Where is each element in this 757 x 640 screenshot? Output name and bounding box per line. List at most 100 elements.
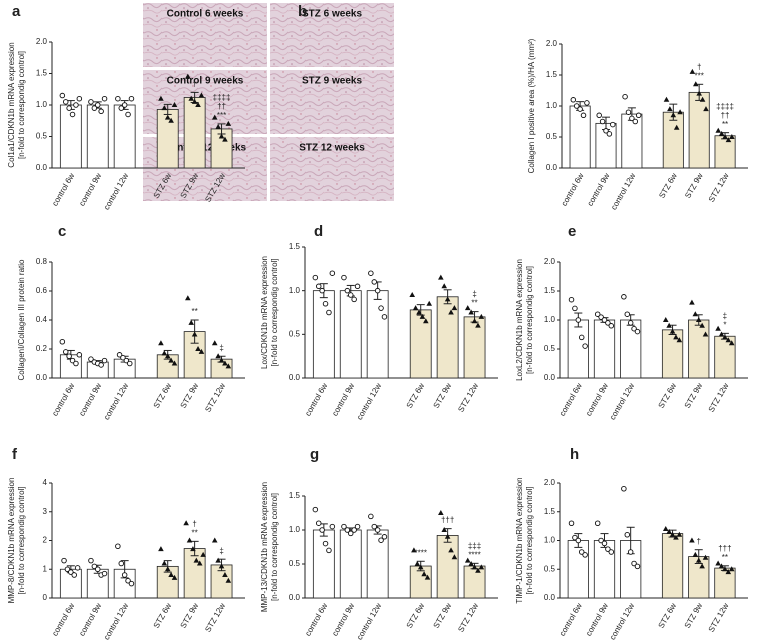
data-point	[121, 102, 128, 108]
x-tick-label: STZ 12w	[707, 171, 731, 203]
chart: g 0.0 0.5 1.0 1.5 MMP-13/CDKN1b mRNA expressi…	[260, 446, 498, 640]
data-point	[578, 334, 585, 341]
x-tick-label: control 12w	[609, 171, 637, 211]
x-tick-label: control 6w	[558, 601, 584, 637]
data-point	[722, 334, 728, 340]
data-point	[118, 560, 125, 567]
data-point	[448, 547, 454, 553]
y-axis-label: [n-fold to correspondig control]	[525, 486, 534, 594]
x-tick-label: STZ 12w	[456, 601, 480, 633]
panel-letter: g	[310, 446, 319, 463]
data-point	[673, 334, 679, 340]
data-point	[319, 527, 325, 533]
data-point	[702, 554, 709, 560]
y-tick-label: 0.0	[546, 163, 558, 172]
data-point	[598, 537, 604, 544]
y-tick-label: 0.5	[289, 559, 301, 568]
bar	[312, 529, 335, 599]
data-point	[378, 537, 384, 543]
data-point	[728, 566, 735, 572]
data-point	[371, 523, 378, 530]
data-point	[168, 357, 174, 363]
data-point	[348, 530, 354, 537]
data-point	[582, 552, 588, 558]
data-point	[315, 283, 322, 290]
y-tick-label: 1.0	[289, 286, 301, 295]
data-point	[195, 102, 201, 107]
data-point	[725, 569, 732, 575]
data-point	[702, 331, 709, 337]
x-tick-label: STZ 12w	[707, 381, 731, 413]
data-point	[725, 137, 732, 143]
data-point	[326, 309, 332, 316]
significance-label: ††	[217, 102, 226, 111]
data-point	[69, 111, 76, 118]
data-point	[621, 294, 627, 300]
x-tick-label: control 9w	[77, 381, 103, 417]
data-point	[699, 563, 705, 569]
significance-label: **	[471, 299, 477, 308]
x-tick-label: STZ 6w	[152, 381, 174, 410]
y-axis-label: MMP-13/CDKN1b mRNA expression	[260, 482, 269, 612]
data-point	[125, 111, 131, 118]
data-point	[572, 534, 578, 541]
data-point	[438, 510, 444, 515]
bar	[661, 533, 684, 599]
data-point	[312, 274, 319, 281]
data-point	[570, 97, 577, 103]
y-axis-label: LoxL2/CDKN1b mRNA expression	[515, 259, 524, 381]
data-point	[662, 526, 669, 531]
data-point	[475, 322, 481, 328]
y-tick-label: 2.0	[36, 37, 48, 46]
data-point	[625, 109, 632, 115]
y-tick-label: 0.0	[36, 163, 48, 172]
data-point	[444, 533, 451, 539]
data-point	[218, 357, 225, 363]
x-tick-label: STZ 9w	[683, 171, 705, 200]
histology-image	[270, 70, 394, 134]
significance-label: †	[192, 80, 196, 89]
data-point	[101, 95, 108, 102]
x-tick-label: control 6w	[50, 171, 76, 207]
x-tick-label: control 6w	[558, 381, 584, 417]
data-point	[218, 563, 225, 569]
data-point	[158, 546, 164, 552]
data-point	[441, 283, 448, 289]
data-point	[409, 292, 416, 298]
significance-label: ‡‡‡	[468, 541, 481, 550]
y-tick-label: 1	[43, 564, 48, 573]
data-point	[725, 337, 732, 343]
x-tick-label: control 9w	[77, 601, 103, 637]
data-point	[448, 309, 454, 315]
x-tick-label: control 9w	[330, 381, 356, 417]
significance-label: ****	[468, 550, 480, 559]
data-point	[215, 124, 221, 130]
bar	[463, 316, 486, 379]
x-tick-label: STZ 6w	[405, 601, 427, 630]
data-point	[225, 120, 232, 126]
data-point	[211, 114, 218, 120]
data-point	[183, 520, 189, 526]
data-point	[71, 572, 77, 578]
data-point	[200, 551, 206, 557]
data-point	[666, 528, 672, 534]
data-point	[695, 317, 702, 322]
data-point	[631, 325, 637, 332]
data-point	[438, 274, 444, 280]
significance-label: *	[723, 320, 726, 329]
data-point	[101, 357, 108, 364]
data-point	[188, 319, 195, 325]
data-point	[381, 314, 388, 320]
data-point	[326, 547, 332, 554]
data-point	[118, 105, 125, 111]
data-point	[101, 570, 108, 577]
y-tick-label: 1.0	[546, 101, 558, 110]
bar	[714, 135, 736, 169]
data-point	[596, 112, 602, 119]
data-point	[728, 340, 735, 346]
bar	[409, 309, 432, 379]
y-tick-label: 0.6	[36, 286, 48, 295]
y-axis-label: Collagen I positive area (%)/HA (mm²)	[527, 38, 536, 173]
y-tick-label: 0.0	[544, 593, 556, 602]
data-point	[371, 279, 378, 285]
